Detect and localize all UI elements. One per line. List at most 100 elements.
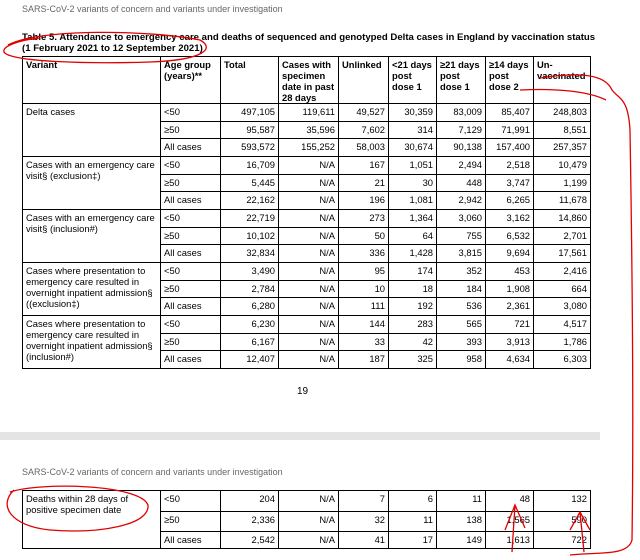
cell-value: 448 <box>436 174 486 192</box>
column-header: ≥21 days post dose 1 <box>436 56 486 104</box>
cell-value: 453 <box>485 262 534 281</box>
age-group: <50 <box>160 490 221 512</box>
cell-value: N/A <box>278 244 339 263</box>
age-group: All cases <box>160 297 221 316</box>
cell-value: 9,694 <box>485 244 534 263</box>
cell-value: 257,357 <box>533 138 591 157</box>
table-title: Table 5. Attendance to emergency care an… <box>22 32 595 54</box>
cell-value: 664 <box>533 280 591 298</box>
group-label: Cases where presentation to emergency ca… <box>22 315 161 369</box>
age-group: All cases <box>160 138 221 157</box>
age-group: <50 <box>160 103 221 122</box>
cell-value: 6,265 <box>485 191 534 210</box>
title-line: (1 February 2021 to 12 September 2021) <box>22 43 203 54</box>
age-group: ≥50 <box>160 121 221 139</box>
cell-value: 111 <box>338 297 389 316</box>
cell-value: 21 <box>338 174 389 192</box>
cell-value: 2,942 <box>436 191 486 210</box>
table-row: All cases 12,407 N/A 187 325 958 4,634 6,303 <box>23 350 591 369</box>
cell-value: 11 <box>388 511 437 532</box>
cell-value: N/A <box>278 490 339 512</box>
cell-value: 3,490 <box>220 262 279 281</box>
cell-value: 12,407 <box>220 350 279 369</box>
cell-value: 119,611 <box>278 103 339 122</box>
cell-value: N/A <box>278 174 339 192</box>
cell-value: 157,400 <box>485 138 534 157</box>
cell-value: N/A <box>278 280 339 298</box>
cell-value: 17,561 <box>533 244 591 263</box>
cell-value: N/A <box>278 511 339 532</box>
cell-value: 10 <box>338 280 389 298</box>
cell-value: 85,407 <box>485 103 534 122</box>
cell-value: 7,602 <box>338 121 389 139</box>
cell-value: 565 <box>436 315 486 334</box>
group-label: Delta cases <box>22 103 161 157</box>
cell-value: 41 <box>338 531 389 549</box>
age-group: <50 <box>160 262 221 281</box>
group-label: Cases with an emergency care visit§ (exc… <box>22 156 161 210</box>
column-header: Un-vaccinated <box>533 56 591 104</box>
cell-value: 18 <box>388 280 437 298</box>
cell-value: 42 <box>388 333 437 351</box>
column-header: Age group (years)** <box>160 56 221 104</box>
cell-value: 10,102 <box>220 227 279 245</box>
age-group: ≥50 <box>160 511 221 532</box>
cell-value: 7 <box>338 490 389 512</box>
cell-value: 144 <box>338 315 389 334</box>
cell-value: 71,991 <box>485 121 534 139</box>
cell-value: N/A <box>278 209 339 228</box>
cell-value: 958 <box>436 350 486 369</box>
cell-value: 352 <box>436 262 486 281</box>
cell-value: 132 <box>533 490 591 512</box>
age-group: All cases <box>160 350 221 369</box>
cell-value: 149 <box>436 531 486 549</box>
cell-value: 17 <box>388 531 437 549</box>
column-header: Total <box>220 56 279 104</box>
cell-value: 50 <box>338 227 389 245</box>
cell-value: 2,494 <box>436 156 486 175</box>
column-header: Cases with specimen date in past 28 days <box>278 56 339 104</box>
cell-value: N/A <box>278 227 339 245</box>
cell-value: 22,162 <box>220 191 279 210</box>
cell-value: 2,542 <box>220 531 279 549</box>
cell-value: 2,336 <box>220 511 279 532</box>
cell-value: 722 <box>533 531 591 549</box>
cell-value: 16,709 <box>220 156 279 175</box>
cell-value: N/A <box>278 156 339 175</box>
cell-value: 6,532 <box>485 227 534 245</box>
cell-value: 2,518 <box>485 156 534 175</box>
cell-value: 1,786 <box>533 333 591 351</box>
cell-value: 8,551 <box>533 121 591 139</box>
cell-value: 4,517 <box>533 315 591 334</box>
cell-value: 11,678 <box>533 191 591 210</box>
cell-value: 590 <box>533 511 591 532</box>
cell-value: 22,719 <box>220 209 279 228</box>
cell-value: 3,815 <box>436 244 486 263</box>
cell-value: 7,129 <box>436 121 486 139</box>
column-header: Unlinked <box>338 56 389 104</box>
cell-value: 1,199 <box>533 174 591 192</box>
cell-value: 755 <box>436 227 486 245</box>
cell-value: 2,701 <box>533 227 591 245</box>
cell-value: 3,080 <box>533 297 591 316</box>
cell-value: 536 <box>436 297 486 316</box>
cell-value: 325 <box>388 350 437 369</box>
cell-value: 184 <box>436 280 486 298</box>
cell-value: 1,364 <box>388 209 437 228</box>
cell-value: 32 <box>338 511 389 532</box>
cell-value: 283 <box>388 315 437 334</box>
cell-value: N/A <box>278 297 339 316</box>
page-break <box>0 432 600 440</box>
cell-value: 3,060 <box>436 209 486 228</box>
cell-value: 83,009 <box>436 103 486 122</box>
cell-value: 4,634 <box>485 350 534 369</box>
cell-value: 95 <box>338 262 389 281</box>
cell-value: 6 <box>388 490 437 512</box>
cell-value: 6,280 <box>220 297 279 316</box>
cell-value: 32,834 <box>220 244 279 263</box>
cell-value: N/A <box>278 262 339 281</box>
table-row: Delta cases <50 497,105 119,611 49,527 30,359… <box>22 103 591 157</box>
cell-value: 3,913 <box>485 333 534 351</box>
cell-value: 192 <box>388 297 437 316</box>
